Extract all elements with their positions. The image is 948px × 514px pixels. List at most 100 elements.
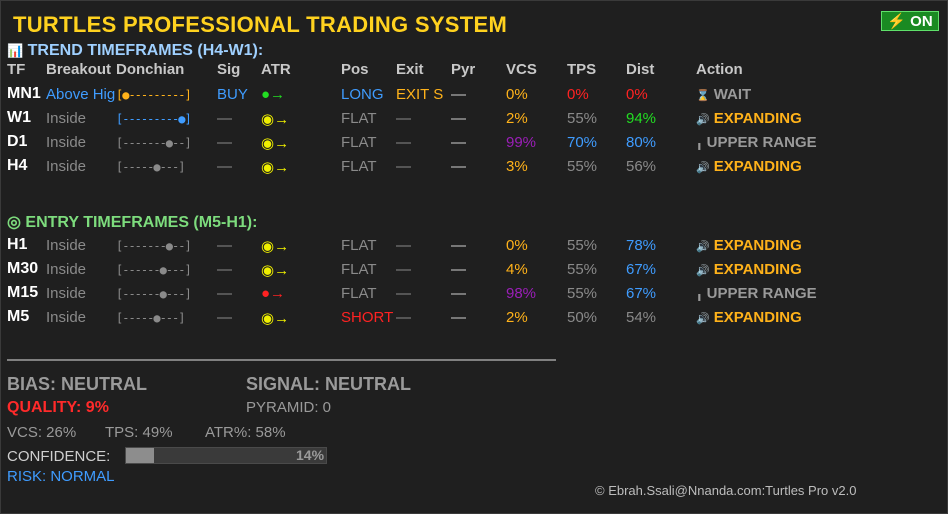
- cell-sig: —: [217, 309, 232, 326]
- action-label: EXPANDING: [713, 237, 802, 254]
- cell-vcs: 98%: [506, 285, 537, 302]
- column-header-donchian: Donchian: [116, 61, 185, 78]
- cell-exit: —: [396, 134, 411, 151]
- expand-icon: 🔊: [696, 162, 710, 174]
- trend-section-title: 📊 TREND TIMEFRAMES (H4-W1):: [7, 42, 263, 60]
- cell-tps: 55%: [567, 261, 598, 278]
- cell-pos: FLAT: [341, 110, 377, 127]
- expand-icon: 🔊: [696, 241, 710, 253]
- cell-action: ⌛ WAIT: [696, 86, 751, 103]
- cell-sig: —: [217, 158, 232, 175]
- entry-section-label: ENTRY TIMEFRAMES (M5-H1):: [25, 214, 258, 231]
- cell-donchian: [------●---]: [116, 263, 192, 277]
- confidence-label: CONFIDENCE:: [7, 448, 111, 465]
- cell-breakout: Inside: [46, 158, 87, 175]
- expand-icon: 🔊: [696, 265, 710, 277]
- cell-pyr: —: [451, 237, 466, 254]
- cell-tps: 0%: [567, 86, 589, 103]
- cell-donchian: [-----●---]: [116, 311, 185, 325]
- confidence-percent: 14%: [296, 447, 325, 463]
- cell-breakout: Above Hig: [46, 86, 116, 103]
- cell-sig: —: [217, 110, 232, 127]
- action-label: EXPANDING: [713, 110, 802, 127]
- cell-exit: —: [396, 261, 411, 278]
- column-header-sig: Sig: [217, 61, 241, 78]
- cell-vcs: 2%: [506, 110, 528, 127]
- cell-tf: W1: [7, 109, 31, 126]
- expand-icon: 🔊: [696, 313, 710, 325]
- copyright-text: © Ebrah.Ssali@Nnanda.com:Turtles Pro v2.…: [595, 483, 857, 498]
- cell-pos: SHORT: [341, 309, 394, 326]
- cell-pyr: —: [451, 134, 466, 151]
- cell-dist: 0%: [626, 86, 648, 103]
- cell-donchian: [-------●--]: [116, 239, 192, 253]
- action-label: EXPANDING: [713, 261, 802, 278]
- cell-tps: 55%: [567, 110, 598, 127]
- cell-vcs: 0%: [506, 86, 528, 103]
- cell-exit: —: [396, 158, 411, 175]
- expand-icon: 🔊: [696, 114, 710, 126]
- atr-summary: ATR%: 58%: [205, 424, 286, 441]
- cell-tps: 70%: [567, 134, 598, 151]
- cell-dist: 78%: [626, 237, 657, 254]
- cell-breakout: Inside: [46, 309, 87, 326]
- cell-pos: LONG: [341, 86, 384, 103]
- quality-text: QUALITY: 9%: [7, 399, 109, 416]
- cell-vcs: 2%: [506, 309, 528, 326]
- column-header-action: Action: [696, 61, 743, 78]
- pyramid-text: PYRAMID: 0: [246, 399, 332, 416]
- trend-section-label: TREND TIMEFRAMES (H4-W1):: [27, 42, 264, 59]
- cell-vcs: 4%: [506, 261, 528, 278]
- cell-exit: —: [396, 285, 411, 302]
- cell-sig: —: [217, 261, 232, 278]
- cell-dist: 80%: [626, 134, 657, 151]
- column-header-tf: TF: [7, 61, 26, 78]
- cell-pyr: —: [451, 110, 466, 127]
- cell-tps: 55%: [567, 158, 598, 175]
- cell-breakout: Inside: [46, 110, 87, 127]
- action-label: UPPER RANGE: [706, 134, 817, 151]
- cell-tf: M15: [7, 284, 39, 301]
- cell-dist: 56%: [626, 158, 657, 175]
- cell-pos: FLAT: [341, 285, 377, 302]
- cell-atr: ◉→: [261, 135, 290, 152]
- cell-action: 🔊 EXPANDING: [696, 158, 802, 175]
- column-header-dist: Dist: [626, 61, 655, 78]
- range-icon: ╻: [696, 289, 703, 301]
- on-toggle-button[interactable]: ⚡ ON: [881, 11, 939, 31]
- action-label: WAIT: [713, 86, 752, 103]
- cell-dist: 67%: [626, 285, 657, 302]
- cell-pyr: —: [451, 309, 466, 326]
- cell-sig: BUY: [217, 86, 248, 103]
- cell-sig: —: [217, 285, 232, 302]
- cell-action: ╻ UPPER RANGE: [696, 134, 817, 151]
- cell-atr: ◉→: [261, 111, 290, 128]
- risk-text: RISK: NORMAL: [7, 468, 115, 485]
- cell-action: 🔊 EXPANDING: [696, 237, 802, 254]
- cell-sig: —: [217, 134, 232, 151]
- cell-donchian: [-------●--]: [116, 136, 192, 150]
- column-header-atr: ATR: [261, 61, 291, 78]
- cell-pyr: —: [451, 86, 466, 103]
- cell-dist: 94%: [626, 110, 657, 127]
- hourglass-icon: ⌛: [696, 90, 710, 102]
- cell-action: 🔊 EXPANDING: [696, 110, 802, 127]
- cell-tf: D1: [7, 133, 28, 150]
- cell-breakout: Inside: [46, 285, 87, 302]
- bias-text: BIAS: NEUTRAL: [7, 374, 147, 394]
- cell-pos: FLAT: [341, 237, 377, 254]
- cell-donchian: [-----●---]: [116, 160, 185, 174]
- bar-chart-icon: 📊: [7, 43, 24, 58]
- cell-pos: FLAT: [341, 261, 377, 278]
- cell-exit: EXIT S: [396, 86, 444, 103]
- cell-sig: —: [217, 237, 232, 254]
- cell-pos: FLAT: [341, 134, 377, 151]
- cell-atr: ◉→: [261, 262, 290, 279]
- cell-tf: H4: [7, 157, 28, 174]
- cell-tf: MN1: [7, 85, 41, 102]
- cell-breakout: Inside: [46, 237, 87, 254]
- cell-action: ╻ UPPER RANGE: [696, 285, 817, 302]
- cell-tps: 55%: [567, 285, 598, 302]
- range-icon: ╻: [696, 138, 703, 150]
- cell-pyr: —: [451, 261, 466, 278]
